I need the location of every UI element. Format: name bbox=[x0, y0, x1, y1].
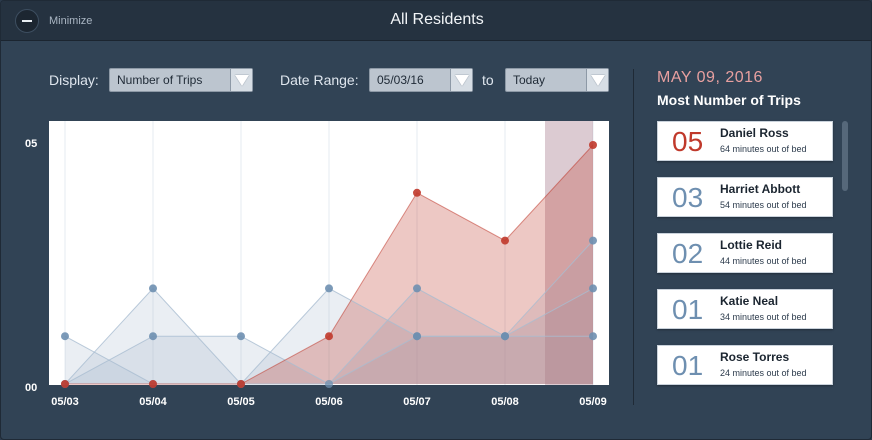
data-point bbox=[413, 188, 421, 197]
display-label: Display: bbox=[49, 72, 99, 88]
y-tick-label-min: 00 bbox=[25, 382, 38, 394]
date-from-value: 05/03/16 bbox=[377, 73, 424, 87]
x-tick-label: 05/03 bbox=[51, 396, 79, 408]
data-point bbox=[325, 380, 333, 388]
data-point bbox=[589, 332, 597, 341]
data-point bbox=[61, 380, 69, 388]
title-bar: Minimize All Residents bbox=[1, 1, 871, 41]
sidebar-subtitle: Most Number of Trips bbox=[657, 92, 801, 108]
minimize-icon[interactable] bbox=[15, 9, 39, 33]
date-to-value: Today bbox=[513, 73, 546, 87]
data-point bbox=[61, 332, 69, 341]
resident-detail: 24 minutes out of bed bbox=[720, 368, 807, 378]
resident-card[interactable]: 01 Katie Neal 34 minutes out of bed bbox=[657, 289, 833, 329]
date-range-label: Date Range: bbox=[280, 72, 359, 88]
x-tick-label: 05/04 bbox=[139, 396, 167, 408]
display-select[interactable]: Number of Trips bbox=[109, 68, 253, 92]
minimize-button[interactable]: Minimize bbox=[15, 9, 92, 33]
x-tick-label: 05/05 bbox=[227, 396, 255, 408]
trip-count: 02 bbox=[672, 238, 704, 269]
data-point bbox=[589, 236, 597, 245]
resident-card[interactable]: 05 Daniel Ross 64 minutes out of bed bbox=[657, 121, 833, 161]
data-point bbox=[149, 380, 157, 388]
minimize-label: Minimize bbox=[49, 15, 93, 27]
y-tick-label-max: 05 bbox=[25, 138, 38, 150]
trip-count: 01 bbox=[672, 350, 704, 381]
data-point bbox=[413, 284, 421, 293]
data-point bbox=[149, 332, 157, 341]
to-label: to bbox=[482, 72, 494, 88]
highlight-band bbox=[545, 121, 593, 385]
resident-name: Lottie Reid bbox=[720, 238, 782, 252]
series-area bbox=[65, 336, 593, 384]
panel-divider bbox=[633, 69, 634, 405]
resident-detail: 54 minutes out of bed bbox=[720, 200, 807, 210]
resident-card[interactable]: 01 Rose Torres 24 minutes out of bed bbox=[657, 345, 833, 385]
series-area bbox=[65, 145, 593, 384]
date-to-select[interactable]: Today bbox=[505, 68, 609, 92]
data-point bbox=[149, 284, 157, 293]
data-point bbox=[237, 380, 245, 388]
data-point bbox=[325, 284, 333, 293]
display-select-value: Number of Trips bbox=[117, 73, 203, 87]
x-tick-label: 05/06 bbox=[315, 396, 343, 408]
resident-name: Rose Torres bbox=[720, 350, 790, 364]
sidebar-scrollbar[interactable] bbox=[842, 121, 848, 191]
data-point bbox=[413, 332, 421, 341]
window-title: All Residents bbox=[390, 11, 484, 28]
chevron-down-icon[interactable] bbox=[450, 69, 472, 91]
trip-count: 03 bbox=[672, 182, 704, 213]
trip-count: 01 bbox=[672, 294, 704, 325]
resident-detail: 44 minutes out of bed bbox=[720, 256, 807, 266]
resident-detail: 64 minutes out of bed bbox=[720, 144, 807, 154]
data-point bbox=[501, 236, 509, 245]
series-area bbox=[65, 288, 593, 384]
resident-card[interactable]: 03 Harriet Abbott 54 minutes out of bed bbox=[657, 177, 833, 217]
chevron-down-icon[interactable] bbox=[586, 69, 608, 91]
chevron-down-icon[interactable] bbox=[230, 69, 252, 91]
trip-count: 05 bbox=[672, 126, 704, 157]
data-point bbox=[237, 332, 245, 341]
resident-card[interactable]: 02 Lottie Reid 44 minutes out of bed bbox=[657, 233, 833, 273]
resident-name: Harriet Abbott bbox=[720, 182, 801, 196]
resident-name: Daniel Ross bbox=[720, 126, 789, 140]
date-from-select[interactable]: 05/03/16 bbox=[369, 68, 473, 92]
x-tick-label: 05/08 bbox=[491, 396, 519, 408]
data-point bbox=[325, 332, 333, 341]
x-tick-label: 05/07 bbox=[403, 396, 431, 408]
data-point bbox=[589, 141, 597, 149]
resident-name: Katie Neal bbox=[720, 294, 779, 308]
x-tick-label: 05/09 bbox=[579, 396, 607, 408]
trips-area-chart: 05/03 05/04 05/05 05/06 05/07 05/08 05/09 bbox=[49, 121, 609, 408]
data-point bbox=[501, 332, 509, 341]
resident-detail: 34 minutes out of bed bbox=[720, 312, 807, 322]
series-area bbox=[65, 240, 593, 384]
data-point bbox=[589, 284, 597, 293]
selected-date: MAY 09, 2016 bbox=[657, 69, 763, 86]
